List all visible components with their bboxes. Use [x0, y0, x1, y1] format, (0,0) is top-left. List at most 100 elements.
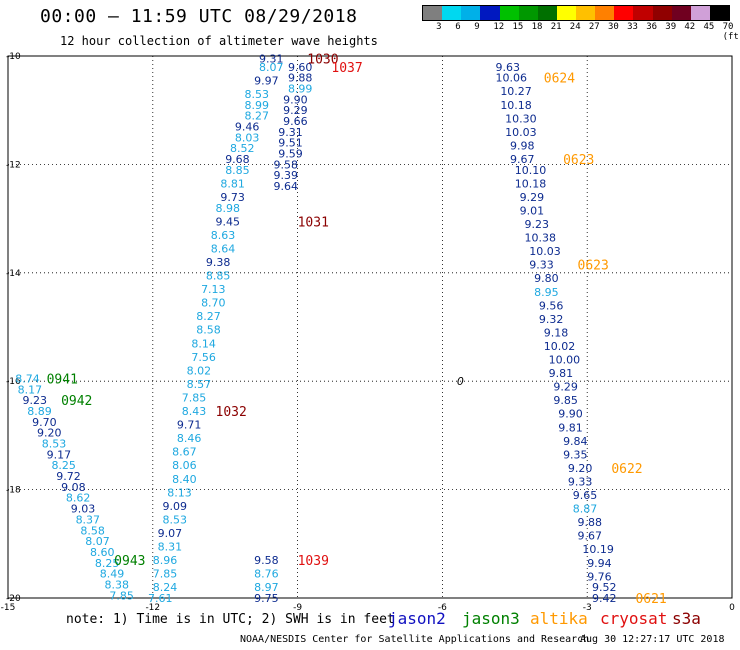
wave-height-point: 9.07 [158, 527, 183, 540]
pass-time-label: 0622 [611, 462, 642, 477]
wave-height-point: 9.88 [578, 516, 603, 529]
wave-height-point: 9.60 [288, 61, 313, 74]
wave-height-point: 9.63 [495, 61, 520, 74]
wave-height-point: 8.97 [254, 581, 279, 594]
pass-time-label: 1032 [216, 405, 247, 420]
colorbar-label: 30 [608, 22, 619, 32]
wave-height-point: 8.81 [220, 177, 245, 190]
wave-height-point: 9.38 [206, 256, 231, 269]
wave-height-point: 9.80 [534, 272, 559, 285]
wave-height-point: 10.18 [515, 177, 547, 190]
wave-height-point: 9.58 [254, 554, 279, 567]
wave-height-point: 9.64 [273, 180, 298, 193]
x-tick-label: -12 [145, 603, 160, 613]
wave-height-point: 9.71 [177, 419, 202, 432]
wave-height-point: 7.61 [148, 592, 173, 605]
pass-time-label: 0624 [544, 72, 575, 87]
y-tick-label: -10 [6, 52, 21, 62]
colorbar-label: 18 [531, 22, 543, 32]
wave-height-point: 9.23 [524, 218, 549, 231]
wave-height-point: 10.19 [582, 543, 614, 556]
colorbar-swatch [614, 6, 634, 20]
wave-height-point: 9.35 [563, 448, 588, 461]
colorbar-swatch [595, 6, 615, 20]
wave-height-point: 8.62 [66, 492, 91, 505]
pass-time-label: 1031 [298, 215, 329, 230]
wave-height-point: 9.76 [587, 570, 612, 583]
pass-time-label: 0621 [635, 592, 666, 607]
colorbar-label: 45 [703, 22, 715, 32]
wave-height-point: 8.40 [172, 473, 197, 486]
wave-height-point: 8.24 [153, 581, 178, 594]
colorbar-swatch [442, 6, 462, 20]
wave-height-point: 8.63 [211, 229, 236, 242]
wave-height-point: 8.06 [172, 459, 197, 472]
wave-height-point: 8.27 [196, 310, 221, 323]
legend-jason2: jason2 [388, 609, 446, 628]
pass-time-label: 0941 [47, 372, 78, 387]
wave-height-point: 9.88 [288, 72, 313, 85]
colorbar-swatch [690, 6, 710, 20]
wave-height-point: 7.85 [109, 589, 134, 602]
wave-height-point: 9.67 [578, 530, 603, 543]
wave-height-point: 7.85 [182, 391, 207, 404]
colorbar-label: 6 [455, 22, 461, 32]
wave-height-point: 10.02 [544, 340, 576, 353]
wave-height-point: 10.10 [515, 164, 547, 177]
color-scale-bar [422, 5, 730, 21]
legend-s3a: s3a [672, 609, 701, 628]
wave-height-point: 9.72 [56, 470, 80, 483]
pass-time-label: 0942 [61, 394, 92, 409]
wave-height-point: 8.70 [201, 297, 226, 310]
pass-time-label: 1037 [331, 61, 362, 76]
wave-height-point: 8.46 [177, 432, 202, 445]
colorbar-label: 24 [569, 22, 581, 32]
x-tick-label: -6 [438, 603, 447, 613]
legend-altika: altika [530, 609, 588, 628]
wave-height-point: 9.84 [563, 435, 588, 448]
wave-height-point: 9.66 [283, 115, 308, 128]
wave-height-point: 9.75 [254, 592, 279, 605]
wave-height-point: 9.09 [162, 500, 187, 513]
wave-height-point: 7.56 [191, 351, 216, 364]
wave-height-point: 8.53 [245, 88, 269, 101]
x-tick-label: -15 [1, 603, 16, 613]
pass-time-label: 0943 [114, 554, 145, 569]
colorbar-label: 12 [493, 22, 505, 32]
colorbar-label: 33 [627, 22, 638, 32]
wave-height-point: 9.81 [549, 367, 574, 380]
chart-title: 00:00 – 11:59 UTC 08/29/2018 [40, 6, 358, 27]
map-marker: 0 [457, 375, 464, 388]
wave-height-point: 7.13 [201, 283, 226, 296]
x-tick-label: 0 [729, 603, 735, 613]
wave-height-point: 9.32 [539, 313, 564, 326]
plot-frame [7, 55, 733, 599]
colorbar-swatch [537, 6, 557, 20]
pass-time-label: 1039 [298, 554, 329, 569]
wave-height-point: 9.29 [553, 381, 578, 394]
wave-height-point: 8.85 [225, 164, 250, 177]
wave-height-point: 8.53 [42, 438, 67, 451]
wave-height-point: 10.27 [500, 85, 532, 98]
wave-height-point: 8.87 [573, 503, 598, 516]
units-note: note: 1) Time is in UTC; 2) SWH is in fe… [66, 612, 395, 627]
colorbar-swatch [499, 6, 519, 20]
wave-height-point: 9.90 [283, 93, 308, 106]
colorbar-swatch [576, 6, 596, 20]
wave-height-point: 8.27 [245, 110, 269, 123]
wave-height-point: 9.81 [558, 421, 583, 434]
wave-height-point: 8.60 [90, 546, 115, 559]
colorbar-swatch [652, 6, 672, 20]
legend-cryosat: cryosat [600, 609, 668, 628]
wave-height-point: 9.20 [37, 427, 62, 440]
colorbar-label: 36 [646, 22, 658, 32]
wave-height-point: 8.58 [196, 324, 221, 337]
colorbar-swatch [480, 6, 500, 20]
wave-height-point: 8.58 [80, 524, 105, 537]
colorbar-swatch [671, 6, 691, 20]
wave-height-point: 8.31 [158, 541, 183, 554]
wave-height-point: 9.20 [568, 462, 593, 475]
wave-height-point: 9.52 [592, 581, 617, 594]
wave-height-point: 9.46 [235, 120, 260, 133]
wave-height-point: 7.85 [153, 568, 178, 581]
